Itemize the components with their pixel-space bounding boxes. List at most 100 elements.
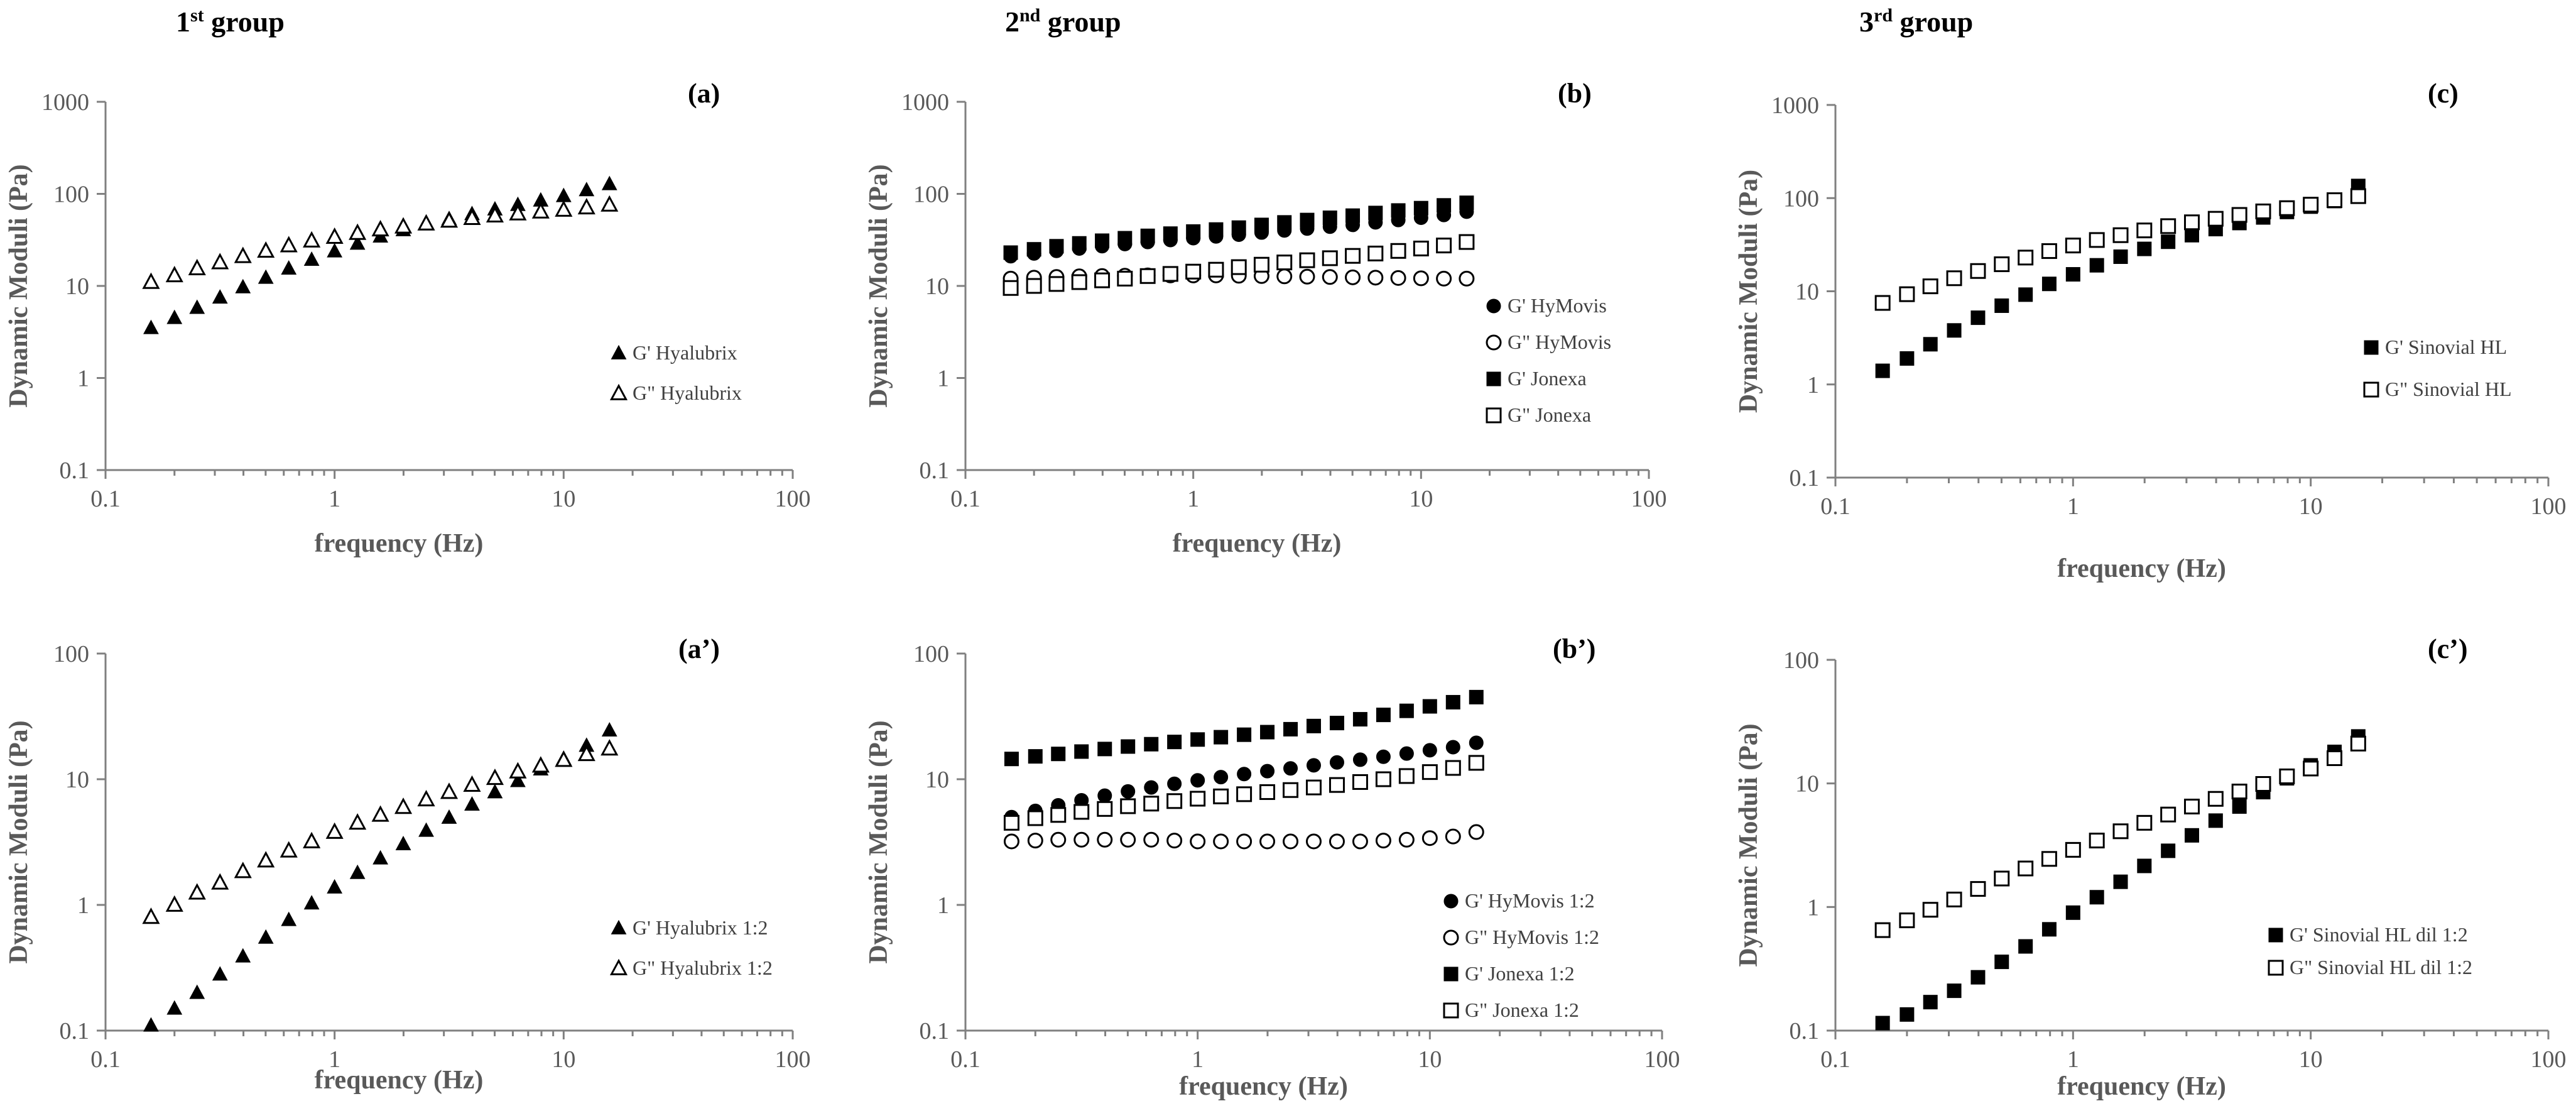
x-axis-title: frequency (Hz) [2057, 1072, 2226, 1101]
data-point [1094, 272, 1111, 288]
data-point [1209, 222, 1224, 237]
data-point [463, 775, 481, 792]
data-point [2113, 874, 2128, 889]
data-point [1190, 791, 1206, 807]
data-point [1305, 779, 1322, 796]
legend-entry: G' Sinovial HL dil 1:2 [2290, 923, 2468, 946]
data-point [1026, 242, 1041, 257]
data-point [1027, 810, 1043, 826]
panel-label: (b’) [1553, 633, 1595, 664]
data-point [531, 756, 550, 773]
x-axis-title: frequency (Hz) [315, 1066, 484, 1095]
legend-entry: G" Hyalubrix [633, 381, 742, 404]
data-point [1421, 830, 1438, 846]
data-point [394, 797, 413, 814]
y-tick-label: 10 [65, 273, 89, 300]
data-point [1277, 215, 1292, 230]
legend-marker [611, 919, 627, 934]
data-point [1922, 902, 1938, 918]
data-point [2208, 813, 2223, 828]
data-point [1143, 831, 1160, 848]
data-point [235, 278, 251, 293]
data-point [2137, 858, 2152, 873]
series-4 [1003, 234, 1475, 296]
y-tick-label: 100 [53, 641, 89, 667]
data-point [2112, 227, 2129, 243]
legend-entry: G' HyMovis 1:2 [1465, 889, 1595, 912]
panel-label: (a) [688, 78, 720, 109]
data-point [1097, 788, 1112, 803]
data-point [1422, 699, 1437, 714]
legend-entry: G" Hyalubrix 1:2 [633, 956, 773, 979]
data-point [1306, 718, 1321, 733]
legend-marker [611, 344, 627, 359]
legend-entry: G" Jonexa [1508, 403, 1591, 426]
data-point [2255, 776, 2271, 792]
data-point [1003, 280, 1019, 296]
data-point [165, 895, 183, 912]
data-point [1283, 721, 1298, 736]
legend-marker [1486, 407, 1502, 424]
data-point [1253, 256, 1269, 273]
y-tick-label: 1 [937, 366, 949, 392]
data-point [2065, 841, 2081, 858]
y-axis-title: Dynamic Moduli (Pa) [864, 720, 893, 963]
data-point [510, 772, 526, 787]
series-3 [1004, 689, 1484, 767]
data-point [1254, 217, 1269, 233]
legend-marker [1443, 966, 1459, 982]
legend: G' Hyalubrix G" Hyalubrix [609, 341, 742, 404]
data-point [1276, 268, 1293, 285]
data-point [2089, 232, 2105, 248]
y-tick-label: 0.1 [920, 457, 950, 484]
data-point [1276, 255, 1293, 271]
y-tick-label: 100 [1783, 185, 1819, 212]
data-point [1874, 922, 1891, 938]
legend-entry: G' Jonexa 1:2 [1465, 962, 1575, 985]
data-point [1345, 248, 1361, 264]
x-tick-label: 100 [1644, 1046, 1680, 1073]
y-tick-label: 10 [925, 273, 949, 300]
data-point [2089, 890, 2104, 905]
x-tick-label: 10 [1409, 486, 1433, 512]
data-point [2065, 905, 2080, 920]
data-point [1050, 807, 1067, 823]
data-point [2255, 203, 2271, 219]
x-tick-label: 0.1 [90, 486, 121, 512]
data-point [2303, 197, 2319, 213]
data-point [1322, 211, 1337, 226]
data-point [1875, 363, 1890, 378]
y-tick-label: 1 [77, 366, 89, 392]
data-point [1970, 310, 1986, 326]
data-point [509, 762, 527, 779]
x-tick-label: 1 [329, 486, 340, 512]
data-point [212, 966, 228, 981]
data-point [281, 260, 297, 275]
data-point [1260, 764, 1275, 779]
data-point [1236, 786, 1253, 802]
data-point [1875, 1016, 1890, 1031]
y-tick-label: 100 [913, 641, 949, 667]
data-point [1026, 278, 1042, 294]
data-point [211, 253, 229, 270]
data-point [1190, 833, 1206, 850]
data-point [1186, 224, 1201, 239]
y-tick-label: 1 [937, 892, 949, 919]
data-point [1028, 749, 1043, 764]
data-point [2018, 249, 2034, 266]
legend-marker [2268, 928, 2283, 943]
data-point [1445, 760, 1461, 776]
data-point [1436, 270, 1452, 287]
data-point [440, 211, 459, 228]
data-point [2326, 750, 2342, 767]
data-point [555, 200, 573, 217]
x-axis-title: frequency (Hz) [1173, 529, 1342, 558]
legend-entry: G" Jonexa 1:2 [1465, 999, 1579, 1021]
legend-entry: G' HyMovis [1508, 294, 1607, 317]
y-tick-label: 10 [1795, 279, 1819, 305]
data-point [349, 864, 366, 879]
legend-entry: G" Sinovial HL [2385, 378, 2512, 400]
x-tick-label: 0.1 [1820, 1046, 1850, 1073]
x-tick-label: 0.1 [950, 486, 981, 512]
data-point [1994, 256, 2010, 273]
